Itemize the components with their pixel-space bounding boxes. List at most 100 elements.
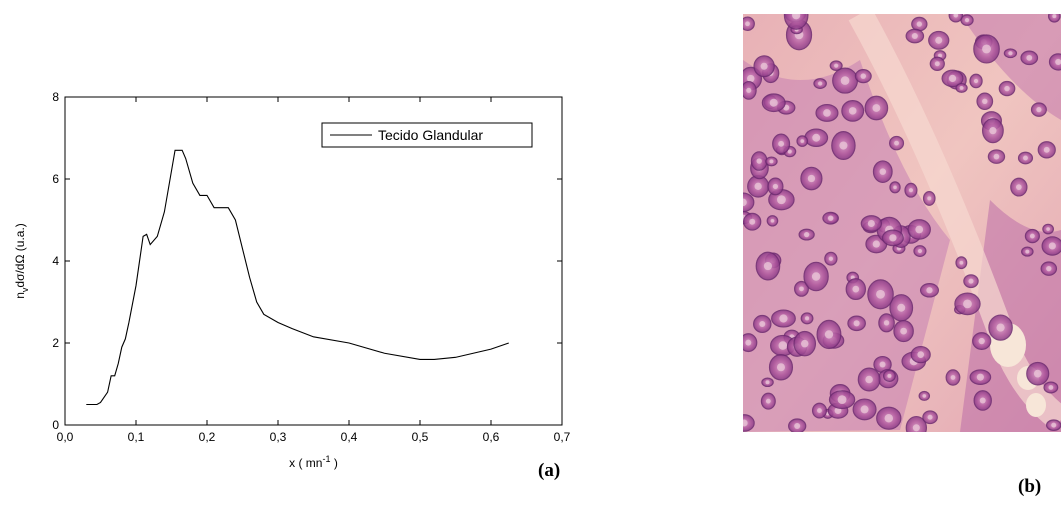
label-part: -1 (322, 454, 330, 464)
lumen (827, 215, 834, 221)
lumen (1016, 184, 1022, 190)
lumen (770, 218, 775, 223)
x-tick-label: 0,1 (128, 430, 145, 444)
label-part: dσ/dΩ (u.a.) (13, 223, 27, 287)
gland (948, 14, 964, 23)
lumen (778, 341, 788, 350)
lumen (893, 185, 897, 190)
label-part: ) (331, 456, 338, 470)
lumen (765, 398, 771, 404)
lumen (747, 74, 755, 83)
lumen (1033, 369, 1042, 378)
lumen (799, 286, 804, 292)
lumen (953, 14, 959, 18)
lumen (860, 405, 869, 414)
lumen (811, 272, 821, 281)
lumen (805, 316, 810, 321)
series-line (86, 149, 509, 406)
lumen (1025, 249, 1030, 254)
histology-image (743, 14, 1061, 432)
lumen (1046, 227, 1050, 231)
x-axis-label: x ( mn-1 ) (289, 454, 338, 470)
lumen (982, 44, 991, 54)
lumen (828, 256, 833, 261)
y-tick-label: 8 (52, 90, 59, 104)
lumen (760, 62, 768, 70)
lumen (908, 188, 914, 193)
lumen (745, 339, 752, 346)
lumen (917, 351, 925, 358)
lumen (959, 85, 964, 90)
lumen (916, 21, 923, 27)
lumen (1055, 58, 1061, 65)
lumen (823, 109, 831, 117)
lumen (948, 74, 957, 83)
lumen (807, 174, 816, 183)
lumen (743, 198, 747, 207)
lumen (763, 261, 773, 271)
lumen (749, 218, 756, 225)
lumen (776, 195, 786, 205)
lumen (922, 394, 927, 398)
lumen (912, 424, 920, 432)
gland (743, 414, 755, 432)
lumen (1004, 85, 1010, 92)
lumen (964, 17, 970, 23)
panel-label: (b) (1018, 476, 1041, 497)
lumen (1051, 422, 1057, 428)
lumen (743, 419, 748, 427)
lumen (884, 414, 894, 423)
lumen (897, 303, 906, 312)
gland (783, 14, 809, 30)
x-tick-label: 0,3 (270, 430, 287, 444)
lumen (950, 375, 956, 380)
lumen (887, 373, 892, 378)
lumen (769, 98, 778, 107)
lumen (993, 153, 1000, 160)
lumen (996, 323, 1005, 332)
lumen (867, 220, 875, 228)
lumen (1036, 107, 1042, 113)
x-tick-label: 0,4 (341, 430, 358, 444)
y-tick-label: 6 (52, 172, 59, 186)
lumen (860, 73, 867, 79)
lumen (879, 361, 886, 368)
lumen (935, 36, 943, 44)
lumen (794, 422, 801, 429)
lumen (915, 225, 924, 234)
lumen (865, 375, 873, 384)
lumen (1048, 385, 1054, 390)
lumen (934, 61, 940, 67)
lumen (800, 339, 809, 348)
lumen (894, 140, 899, 146)
lumen (872, 104, 881, 112)
lumen (1043, 146, 1050, 153)
lumen (1052, 14, 1057, 19)
lumen (963, 299, 972, 309)
lumen (834, 63, 839, 68)
lumen (776, 363, 785, 372)
lumen (812, 133, 821, 142)
gland (743, 192, 755, 213)
lumen (779, 314, 788, 323)
lumen (959, 260, 964, 265)
lumen (978, 337, 985, 345)
lumen (1026, 54, 1033, 61)
x-tick-label: 0,6 (483, 430, 500, 444)
lumen (917, 248, 923, 254)
lumen (926, 287, 933, 294)
lumen (778, 140, 785, 147)
lumen (765, 380, 770, 385)
label-part: n (13, 292, 27, 299)
lumen (1048, 242, 1056, 250)
lumen (883, 320, 890, 326)
lumen (973, 78, 979, 84)
panel-label: (a) (538, 460, 560, 481)
lumen (982, 98, 988, 104)
lumen (787, 149, 792, 154)
label-part: x ( mn (289, 456, 322, 470)
x-tick-label: 0,5 (412, 430, 429, 444)
y-tick-label: 2 (52, 336, 59, 350)
lumen (989, 127, 997, 135)
x-tick-label: 0,0 (57, 430, 74, 444)
